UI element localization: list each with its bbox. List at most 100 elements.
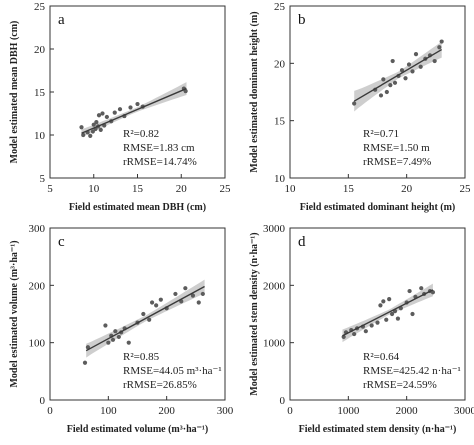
stat-annotation: R²=0.85 <box>123 351 160 363</box>
data-point <box>403 76 408 81</box>
x-tick-label: 0 <box>287 405 293 417</box>
y-tick-label: 25 <box>274 1 286 13</box>
data-point <box>410 311 415 317</box>
y-tick-label: 10 <box>34 130 46 142</box>
y-tick-label: 5 <box>40 173 46 185</box>
stat-annotation: RMSE=44.05 m³·ha⁻¹ <box>123 365 222 377</box>
data-point <box>96 113 102 118</box>
y-tick-label: 15 <box>34 87 46 99</box>
stat-annotation: rRMSE=14.74% <box>123 156 197 168</box>
panel-label: b <box>298 12 306 28</box>
data-point <box>94 120 99 125</box>
y-tick-label: 10 <box>274 173 286 185</box>
fit-line <box>81 87 187 134</box>
fit-line <box>85 285 205 352</box>
plot-frame <box>289 227 466 401</box>
data-point <box>363 329 368 334</box>
data-point <box>381 299 386 304</box>
x-tick-label: 1000 <box>337 405 360 417</box>
data-point <box>183 286 188 291</box>
fit-line <box>342 289 434 337</box>
data-point <box>90 129 95 134</box>
x-tick-label: 20 <box>176 183 188 195</box>
data-point <box>410 69 415 74</box>
data-point <box>418 64 423 69</box>
plot-frame <box>49 227 226 401</box>
data-point <box>439 39 444 44</box>
data-point <box>116 334 121 340</box>
data-point <box>352 331 357 337</box>
stat-annotation: RMSE=425.42 n·ha⁻¹ <box>363 365 461 377</box>
data-point <box>392 80 398 85</box>
data-point <box>81 132 86 138</box>
x-tick-label: 15 <box>132 183 144 195</box>
x-tick-label: 15 <box>343 183 355 195</box>
x-tick-label: 200 <box>158 405 175 417</box>
x-tick-label: 10 <box>88 183 100 195</box>
data-point <box>407 288 412 294</box>
x-axis-label: Field estimated dominant height (m) <box>300 202 456 213</box>
x-tick-label: 25 <box>460 183 472 195</box>
panel-a: 5 10 15 20 25 5 10 15 20 25 a R²=0.82 RMSE=1.83 cm rR… <box>9 1 231 213</box>
y-tick-label: 20 <box>274 58 286 70</box>
data-point <box>375 320 380 325</box>
stat-annotation: RMSE=1.50 m <box>363 142 430 154</box>
stat-annotation: R²=0.64 <box>363 351 400 363</box>
data-point <box>387 296 392 302</box>
data-point <box>104 114 109 120</box>
data-point <box>384 89 389 95</box>
panel-label: a <box>58 12 65 28</box>
x-axis-label: Field estimated stem density (n·ha⁻¹) <box>299 424 457 435</box>
data-point <box>390 58 395 64</box>
y-axis-label: Model estimated stem density (n·ha⁻¹) <box>249 232 260 395</box>
data-point <box>352 101 357 106</box>
data-point <box>378 93 384 98</box>
stat-annotation: R²=0.82 <box>123 128 159 140</box>
data-point <box>147 317 152 322</box>
x-tick-label: 300 <box>217 405 234 417</box>
data-point <box>85 345 91 350</box>
y-tick-label: 3000 <box>263 223 286 235</box>
y-tick-label: 0 <box>40 395 46 407</box>
panel-label: c <box>58 234 65 250</box>
y-tick-label: 20 <box>34 44 46 56</box>
data-point <box>88 133 93 138</box>
data-point <box>154 303 159 308</box>
y-tick-label: 15 <box>274 116 286 128</box>
data-point <box>149 300 155 305</box>
data-point <box>378 303 383 308</box>
x-tick-label: 2000 <box>396 405 419 417</box>
stat-annotation: R²=0.71 <box>363 128 399 140</box>
data-point <box>128 105 133 110</box>
data-point <box>103 323 108 328</box>
x-tick-label: 100 <box>100 405 117 417</box>
data-point <box>135 101 140 107</box>
data-point <box>82 360 88 365</box>
stat-annotation: rRMSE=24.59% <box>363 379 437 391</box>
y-axis-label: Model estimated volume (m³·ha⁻¹) <box>9 240 20 387</box>
data-point <box>106 340 111 345</box>
data-point <box>141 311 146 317</box>
x-axis-label: Field estimated mean DBH (cm) <box>69 202 206 213</box>
data-point <box>158 297 163 302</box>
x-tick-label: 10 <box>285 183 297 195</box>
panel-d: 0 1000 2000 3000 0 1000 2000 3000 d R²=0.64 RMSE=4… <box>249 223 474 435</box>
data-point <box>98 127 103 132</box>
plot-frame <box>289 5 466 179</box>
x-tick-label: 0 <box>47 405 53 417</box>
data-point <box>413 52 419 57</box>
data-point <box>100 111 105 116</box>
data-point <box>381 77 386 82</box>
y-axis-label: Model estimated mean DBH (cm) <box>9 21 20 164</box>
data-point <box>79 125 84 130</box>
data-point <box>113 329 118 334</box>
fit-line <box>353 48 443 102</box>
x-tick-label: 5 <box>47 183 53 195</box>
data-point <box>117 107 123 112</box>
data-point <box>91 122 96 127</box>
data-point <box>399 68 405 73</box>
x-tick-label: 3000 <box>454 405 474 417</box>
confidence-band <box>81 82 187 138</box>
data-point <box>395 316 401 321</box>
